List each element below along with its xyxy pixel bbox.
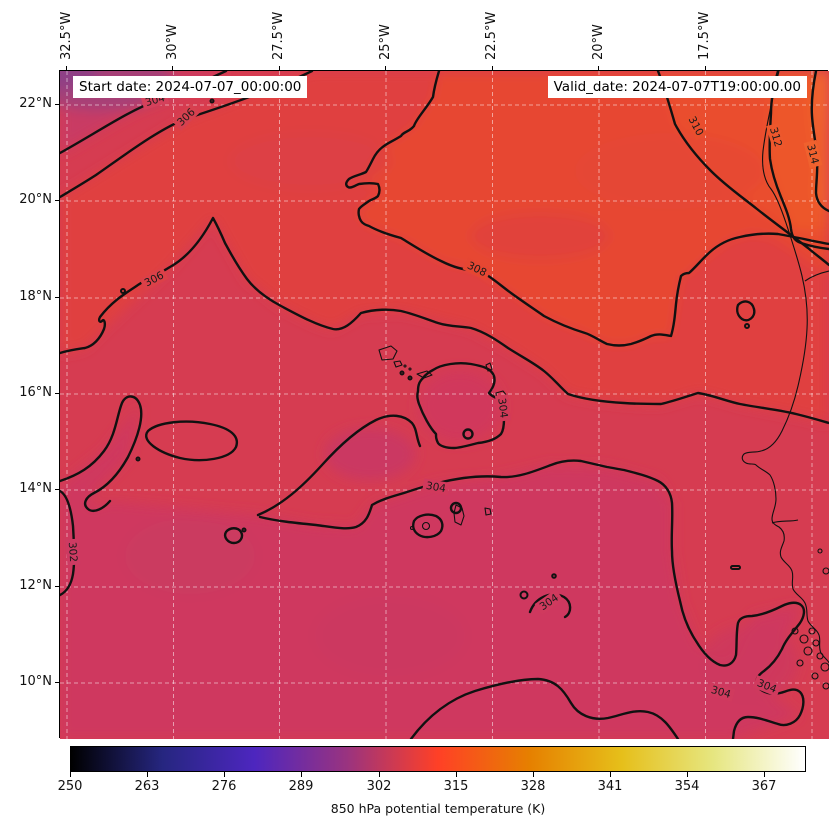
start-date-label: Start date: 2024-07-07_00:00:00	[73, 76, 308, 98]
colorbar-tick-mark	[224, 772, 225, 777]
x-tick-label: 27.5°W	[271, 11, 286, 60]
y-tick-mark	[55, 393, 59, 395]
cape-verde-islands	[378, 345, 508, 531]
contour-306-main	[60, 216, 829, 425]
contour-304-blob	[145, 420, 239, 462]
valid-date-label: Valid_date: 2024-07-07T19:00:00.00	[547, 76, 807, 98]
colorbar	[70, 746, 806, 772]
colorbar-tick-label: 341	[597, 779, 623, 794]
y-tick-mark	[55, 489, 59, 491]
y-tick-label: 22°N	[19, 96, 52, 111]
colorbar-tick-label: 367	[751, 779, 777, 794]
colorbar-tick-mark	[379, 772, 380, 777]
west-africa-coastline	[741, 71, 829, 664]
colorbar-tick-label: 263	[134, 779, 160, 794]
contour-312	[768, 71, 829, 251]
x-tick-mark	[491, 66, 493, 70]
contour-304-bottom	[409, 677, 680, 739]
colorbar-tick-label: 250	[57, 779, 83, 794]
y-tick-label: 18°N	[19, 289, 52, 304]
x-tick-mark	[172, 66, 174, 70]
y-tick-mark	[55, 586, 59, 588]
colorbar-tick-label: 328	[520, 779, 546, 794]
map-plot-area: Start date: 2024-07-07_00:00:00 Valid_da…	[59, 70, 829, 739]
theta-contours	[60, 71, 829, 739]
x-tick-mark	[66, 66, 68, 70]
x-tick-label: 17.5°W	[697, 11, 712, 60]
x-tick-mark	[598, 66, 600, 70]
colorbar-tick-label: 315	[443, 779, 469, 794]
y-tick-label: 14°N	[19, 481, 52, 496]
colorbar-tick-mark	[610, 772, 611, 777]
contour-label: 304	[425, 480, 447, 495]
colorbar-tick-label: 276	[211, 779, 237, 794]
contour-304-capeverde-loop	[416, 362, 506, 450]
colorbar-tick-label: 354	[674, 779, 700, 794]
x-tick-label: 32.5°W	[58, 11, 74, 60]
contour-label-group: 304 306 306 308 310 312 314 304 304 304 …	[65, 90, 823, 702]
colorbar-tick-mark	[764, 772, 765, 777]
bijagos-islands	[791, 548, 829, 690]
colorbar-tick-label: 289	[288, 779, 314, 794]
x-tick-mark	[278, 66, 280, 70]
contour-label: 314	[804, 143, 821, 166]
x-tick-label: 20°W	[590, 24, 606, 60]
y-tick-label: 20°N	[19, 192, 52, 207]
colorbar-tick-mark	[687, 772, 688, 777]
colorbar-axis-label: 850 hPa potential temperature (K)	[330, 801, 546, 816]
contour-308	[345, 71, 829, 347]
colorbar-tick-label: 302	[366, 779, 392, 794]
x-tick-label: 22.5°W	[484, 11, 499, 60]
colorbar-tick-mark	[147, 772, 148, 777]
x-tick-label: 25°W	[377, 24, 393, 60]
y-tick-label: 16°N	[19, 385, 52, 400]
contour-specks	[120, 98, 750, 600]
y-tick-mark	[55, 682, 59, 684]
senegal-river	[804, 270, 829, 282]
contour-304-west-squiggle	[60, 395, 143, 513]
x-tick-mark	[704, 66, 706, 70]
y-tick-mark	[55, 297, 59, 299]
colorbar-tick-mark	[456, 772, 457, 777]
contour-label: 304	[495, 397, 509, 419]
contour-map: 304 306 306 308 310 312 314 304 304 304 …	[60, 71, 829, 739]
y-tick-mark	[55, 200, 59, 202]
gambia-river	[771, 519, 799, 524]
colorbar-tick-mark	[533, 772, 534, 777]
colorbar-tick-mark	[70, 772, 71, 777]
y-tick-label: 12°N	[19, 578, 52, 593]
x-tick-mark	[385, 66, 387, 70]
y-tick-label: 10°N	[19, 674, 52, 689]
contour-label: 302	[66, 542, 79, 563]
coastlines	[378, 71, 829, 690]
y-tick-mark	[55, 104, 59, 106]
contour-label: 304	[710, 684, 733, 701]
contour-label: 312	[767, 126, 784, 149]
contour-310	[656, 71, 829, 267]
contour-304-main-south	[258, 459, 806, 739]
colorbar-tick-mark	[301, 772, 302, 777]
x-tick-label: 30°W	[164, 24, 180, 60]
